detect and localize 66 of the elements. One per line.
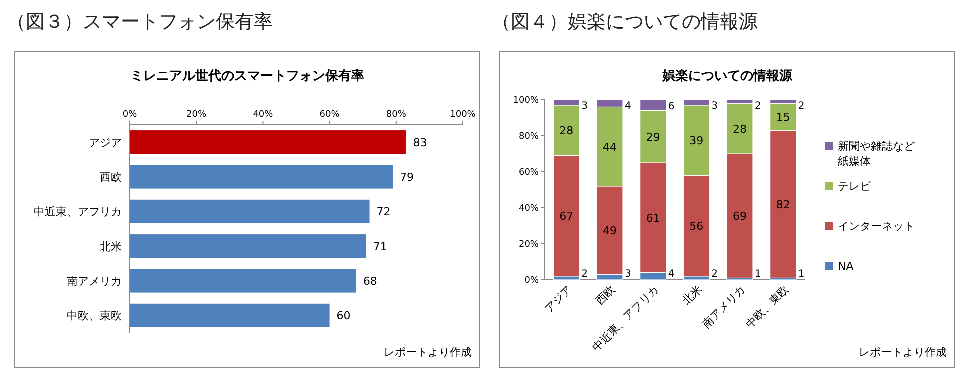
- data-label: 69: [733, 210, 747, 224]
- data-label: 67: [560, 210, 574, 224]
- data-label: 2: [798, 101, 805, 112]
- chart-title: （図４）娯楽についての情報源: [492, 11, 758, 33]
- x-tick-label: 60%: [320, 110, 340, 120]
- data-label: 28: [560, 124, 574, 138]
- bar: [130, 165, 394, 189]
- x-tick-label: 40%: [253, 110, 274, 120]
- data-label: 82: [776, 198, 790, 212]
- bar: [130, 269, 356, 293]
- bar: [130, 234, 366, 258]
- y-tick-label: 100%: [513, 96, 540, 106]
- data-label: 2: [755, 101, 762, 112]
- data-label: 56: [690, 220, 704, 233]
- x-tick-label: アジア: [542, 282, 575, 316]
- y-tick-label: 中近東、アフリカ: [34, 206, 122, 219]
- data-label: 1: [755, 269, 762, 280]
- legend-label: NA: [838, 260, 854, 273]
- data-label: 28: [733, 122, 747, 136]
- y-tick-label: 0%: [524, 276, 540, 286]
- text: レポートより作成: [384, 346, 472, 359]
- chart-title: （図３）スマートフォン保有率: [7, 11, 273, 33]
- bar: [130, 130, 406, 154]
- data-label: 68: [363, 275, 378, 288]
- x-tick-label: 西欧: [593, 282, 618, 308]
- chart-subtitle: ミレニアル世代のスマートフォン保有率: [130, 68, 364, 84]
- legend-label: 新聞や雑誌など紙媒体: [838, 140, 915, 168]
- legend-label: インターネット: [838, 220, 915, 233]
- data-label: 4: [668, 269, 675, 280]
- data-label: 72: [376, 206, 391, 219]
- legend-label: テレビ: [838, 180, 872, 193]
- data-label: 3: [625, 269, 632, 280]
- data-label: 4: [625, 101, 632, 112]
- chart-subtitle: 娯楽についての情報源: [662, 69, 794, 84]
- text: レポートより作成: [859, 346, 947, 359]
- data-label: 2: [582, 269, 588, 280]
- data-label: 2: [712, 269, 718, 280]
- data-label: 15: [776, 111, 790, 124]
- data-label: 39: [690, 134, 704, 148]
- data-label: 71: [373, 240, 388, 254]
- y-tick-label: 40%: [518, 204, 540, 214]
- x-tick-label: 中欧、東欧: [743, 282, 792, 332]
- data-label: 29: [646, 130, 660, 144]
- x-tick-label: 100%: [450, 110, 476, 120]
- x-tick-label: 0%: [122, 110, 138, 120]
- data-label: 79: [400, 171, 414, 184]
- bar: [130, 200, 370, 224]
- y-tick-label: 北米: [100, 240, 122, 254]
- data-label: 3: [712, 101, 718, 112]
- data-label: 61: [646, 212, 660, 225]
- data-label: 3: [582, 101, 588, 112]
- bar: [130, 304, 330, 328]
- data-label: 6: [668, 101, 675, 112]
- data-label: 60: [336, 310, 351, 323]
- y-tick-label: 80%: [518, 132, 540, 142]
- y-tick-label: 60%: [518, 168, 540, 178]
- y-tick-label: 西欧: [100, 171, 122, 184]
- data-label: 49: [603, 224, 617, 238]
- x-tick-label: 80%: [386, 110, 407, 120]
- data-label: 44: [603, 140, 617, 154]
- data-label: 1: [798, 269, 805, 280]
- y-tick-label: アジア: [89, 136, 122, 150]
- data-label: 83: [413, 136, 428, 150]
- x-tick-label: 20%: [186, 110, 208, 120]
- x-tick-label: 北米: [680, 282, 705, 308]
- y-tick-label: 20%: [518, 240, 540, 250]
